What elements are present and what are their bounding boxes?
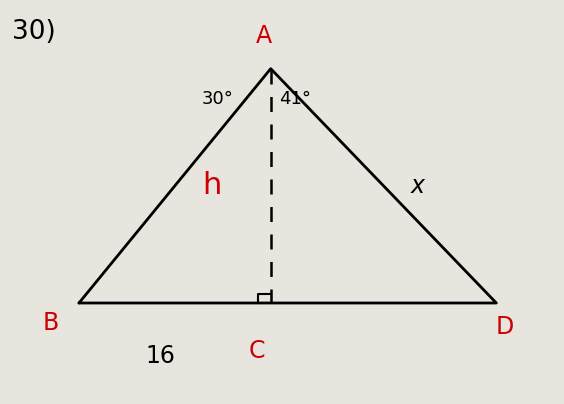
Text: D: D bbox=[496, 315, 514, 339]
Text: A: A bbox=[256, 24, 272, 48]
Text: 16: 16 bbox=[146, 343, 175, 368]
Text: h: h bbox=[202, 171, 221, 200]
Text: x: x bbox=[411, 174, 424, 198]
Text: C: C bbox=[248, 339, 265, 364]
Text: 30): 30) bbox=[12, 19, 56, 45]
Text: 30°: 30° bbox=[201, 90, 233, 108]
Text: 41°: 41° bbox=[280, 90, 311, 108]
Text: B: B bbox=[43, 311, 59, 335]
